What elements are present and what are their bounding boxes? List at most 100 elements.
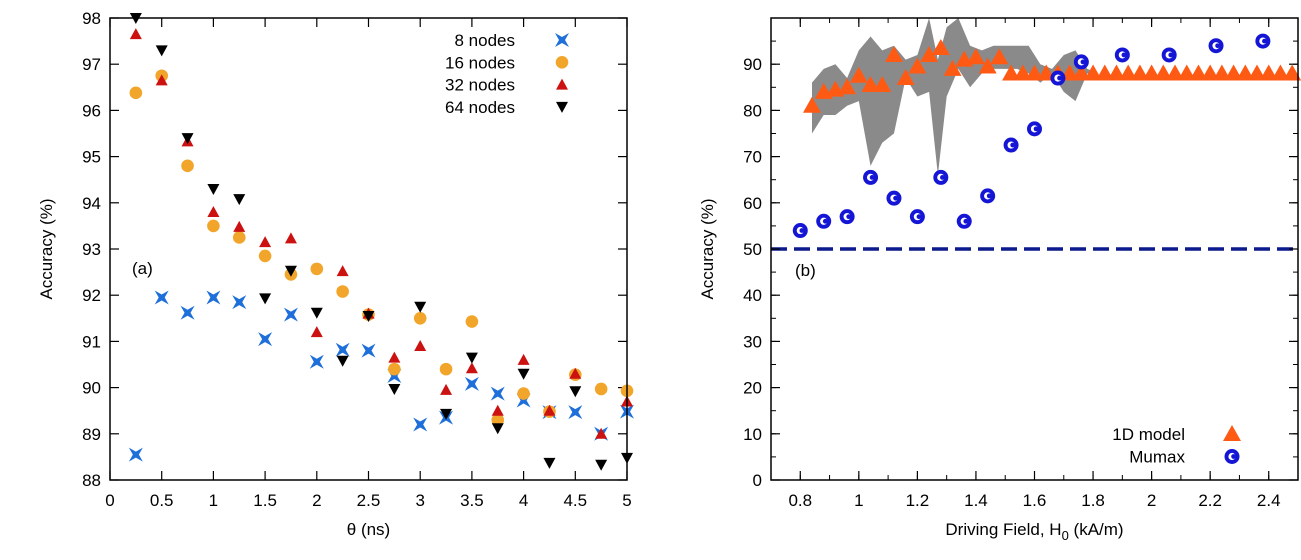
y-tick-label: 93 [82,240,101,259]
data-point [1114,47,1130,63]
y-tick-label: 0 [753,471,762,490]
data-point [464,376,479,391]
data-point [1255,33,1271,49]
data-point [849,66,868,83]
x-tick-label: 0.8 [788,491,812,510]
y-tick-label: 40 [743,286,762,305]
data-point [1189,64,1208,81]
y-tick-label: 90 [82,379,101,398]
data-point [310,307,323,319]
data-point [232,295,247,310]
data-point [1166,64,1185,81]
data-point [336,355,349,367]
data-point [259,236,272,248]
data-point [413,312,427,325]
data-point [966,48,985,65]
data-point [886,190,902,206]
y-tick-label: 80 [743,101,762,120]
data-point [155,45,168,57]
marker-core [1231,454,1236,459]
data-point [569,367,582,379]
data-point [206,290,221,305]
data-point [594,382,608,396]
data-point [543,404,556,416]
data-point [1095,64,1114,81]
data-point [920,45,939,62]
y-tick-label: 90 [743,55,762,74]
data-point [990,48,1009,65]
data-point [838,78,857,95]
data-point [465,352,478,364]
data-point [335,342,350,357]
y-axis-label: Accuracy (%) [698,198,717,299]
data-point [129,28,142,40]
y-tick-label: 50 [743,240,762,259]
marker-core [1262,38,1267,44]
data-point [1212,64,1231,81]
data-point [284,265,297,277]
marker-core [940,174,945,180]
x-tick-label: 0.5 [150,491,174,510]
error-band [811,18,1099,176]
x-axis-label-main: θ (ns) [347,520,390,539]
y-tick-label: 94 [82,194,101,213]
data-point [1073,54,1089,70]
data-point [310,326,323,338]
x-tick-label: 1 [209,491,218,510]
marker-core [846,214,852,220]
series-64-nodes [129,13,633,471]
data-point [465,315,479,328]
data-point [258,249,272,263]
data-point [1050,70,1066,86]
data-point [1271,64,1290,81]
data-point [1283,64,1301,81]
marker-core [822,218,828,224]
data-point [283,307,298,322]
data-point [284,232,297,244]
data-point [802,96,821,113]
data-point [309,354,324,369]
x-tick-label: 3 [415,491,424,510]
series-1d-model [802,39,1301,113]
y-tick-label: 60 [743,194,762,213]
data-point [1208,38,1224,54]
data-point [414,301,427,313]
y-tick-label: 89 [82,425,101,444]
x-axis-label: Driving Field, H0 (kA/m) [945,520,1123,543]
y-axis-label: Accuracy (%) [37,198,56,299]
data-point [207,206,220,218]
legend-label: 1D model [1112,425,1185,444]
data-point [388,362,401,376]
data-point [362,310,375,322]
legend-marker [1223,425,1241,441]
legend: 1D model Mumax [1112,425,1241,467]
data-point [155,74,168,86]
marker-core [1080,59,1086,65]
data-point [207,219,220,233]
marker-core [799,228,805,233]
data-point [336,265,349,277]
marker-core [1215,43,1221,49]
data-point [440,383,453,395]
legend-marker [556,78,568,90]
marker-core [986,193,992,199]
panel-label: (b) [795,261,816,280]
data-point [909,209,925,225]
data-point [933,169,949,185]
legend-label: Mumax [1129,448,1185,467]
y-tick-label: 92 [82,286,101,305]
data-point [1248,64,1267,81]
data-point [569,386,582,398]
x-tick-label: 1.8 [1081,491,1105,510]
data-point [792,223,808,239]
data-point [1224,64,1243,81]
x-axis-label-main: Driving Field, H [945,520,1061,539]
data-point [595,427,608,439]
data-point [861,75,880,92]
data-point [943,59,962,76]
data-point [491,423,504,435]
data-point [1003,137,1019,153]
data-point [896,69,915,86]
data-point [1027,121,1042,137]
